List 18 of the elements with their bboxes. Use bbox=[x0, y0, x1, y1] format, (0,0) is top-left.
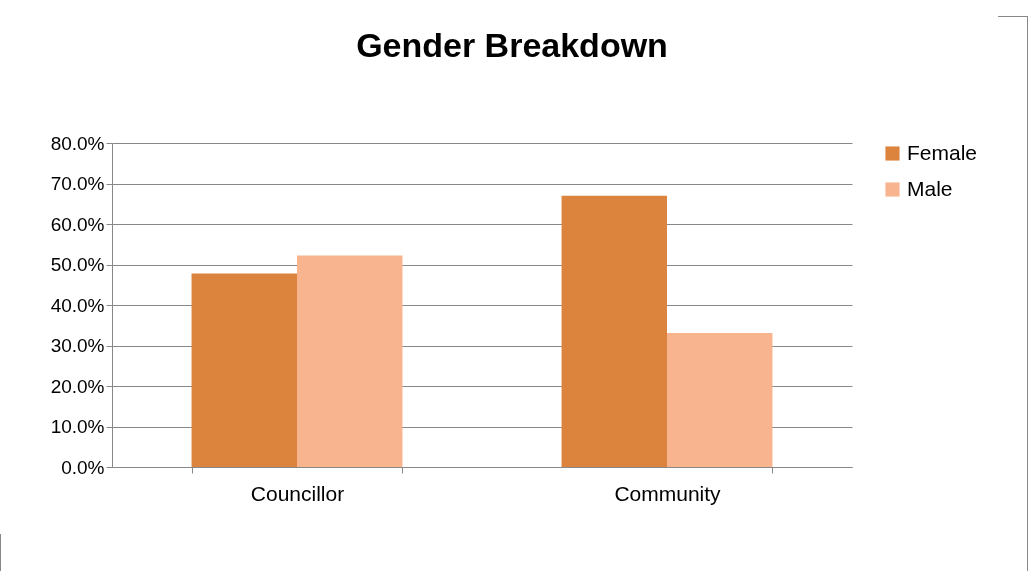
legend-label: Male bbox=[907, 176, 953, 200]
legend-label: Female bbox=[907, 140, 978, 164]
y-tick-label: 30.0% bbox=[50, 335, 105, 356]
bar bbox=[191, 273, 297, 467]
y-tick-label: 60.0% bbox=[50, 213, 105, 235]
bar bbox=[561, 195, 667, 467]
bar bbox=[297, 255, 403, 467]
x-tick-label: Councillor bbox=[250, 481, 345, 505]
y-tick-label: 20.0% bbox=[50, 375, 105, 397]
y-tick-label: 80.0% bbox=[50, 132, 105, 154]
bar bbox=[667, 332, 773, 467]
y-tick-label: 50.0% bbox=[50, 254, 105, 275]
y-tick-label: 0.0% bbox=[61, 456, 105, 478]
chart-title: Gender Breakdown bbox=[356, 26, 668, 64]
y-tick-label: 10.0% bbox=[50, 416, 105, 437]
y-tick-label: 70.0% bbox=[50, 173, 105, 194]
x-tick-label: Community bbox=[614, 481, 722, 505]
y-tick-label: 40.0% bbox=[50, 294, 105, 316]
